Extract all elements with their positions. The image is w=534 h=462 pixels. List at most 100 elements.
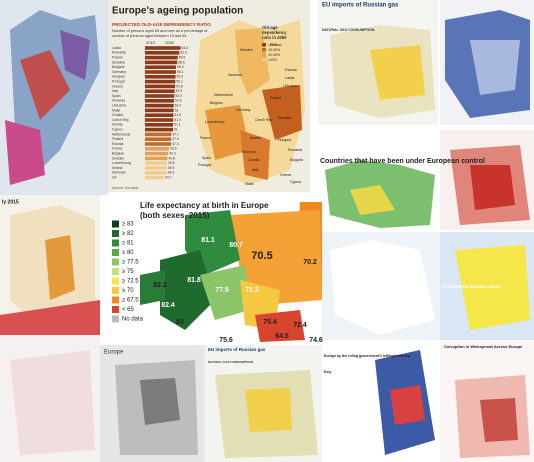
bar [145,166,167,170]
legend-label: <40% [268,58,277,62]
map-value: 75.4 [263,319,277,326]
value-label: 47.3 [172,142,179,146]
legend-title: dependency [262,30,287,35]
value-label: 39.3 [168,171,175,175]
country-label: Netherlands [112,132,131,136]
bar [145,79,176,84]
map-label: Bulgaria [290,158,303,162]
map-label: Czech Rep. [255,118,273,122]
note: number of persons aged between 15 and 64 [112,34,187,38]
title: Life expectancy at birth in Europe [140,201,269,210]
title: Europe's ageing population [112,6,243,17]
title: Corruption is Widespread Across Europe [444,344,523,349]
value-label: 58.6 [178,60,185,64]
note: Number of persons aged 65 and over as a … [112,29,208,33]
country-label: Slovakia [112,60,125,64]
country-label: Czech Rep. [112,118,130,122]
legend-swatch [112,306,119,313]
map-label: Luxembourg [205,120,225,124]
country-label: Greece [112,84,123,88]
value-label: 53.9 [176,89,183,93]
source: Source: Eurostat [112,186,138,190]
map-label: Estonia [285,68,297,72]
value-label: 47.7 [172,132,179,136]
value-label: 51 [174,127,178,131]
bar [145,55,178,60]
map-value: 74.6 [309,337,323,344]
bar [145,147,169,151]
legend-label: ≥ 83 [122,222,134,228]
map-value: 81.1 [201,237,215,244]
map-value: 70.2 [303,259,317,266]
bar [145,103,174,108]
country-label: Cyprus [112,127,123,131]
title: Potential EU leaving names [442,284,501,289]
map-value: 72.4 [293,322,307,329]
bar [145,65,176,69]
map-label: Belgium [210,101,223,105]
title: EU imports of Russian gas [208,347,266,352]
legend-label: ≥ 67.5 [122,298,139,304]
bar [145,113,174,117]
map-label: Hungary [278,138,291,142]
map-label: Netherlands [214,93,233,97]
section: NATURAL GAS CONSUMPTION [208,360,253,364]
bar [145,161,167,165]
bar [145,75,176,79]
country-label: France [112,147,123,151]
map-label: Finland [270,43,282,47]
map-value: 80.7 [229,242,243,249]
map-label: Greece [280,173,292,177]
year: 2015 [146,40,156,45]
bar [145,108,174,113]
legend-swatch [112,277,119,285]
country-label: Romania [112,51,126,55]
map-label: Malta [245,182,254,186]
legend-label: 40-45% [268,53,280,57]
legend-swatch [112,239,119,247]
map-label: Latvia [285,76,294,80]
bar [145,151,169,156]
value-label: 39.8 [168,161,175,165]
legend-swatch [112,315,119,323]
value-label: 42.3 [169,151,176,155]
country-label: Italy [112,89,119,93]
map-label: France [200,136,211,140]
map-label: Slovakia [278,116,291,120]
legend-label: ≥ 77.5 [122,260,139,266]
country-label: Germany [112,70,126,74]
country-label: UK [112,175,117,179]
value-label: 56.3 [177,65,184,69]
map-value: 75.6 [219,337,233,344]
map-value: 82.4 [161,302,175,309]
map-label: Lithuania [283,84,297,88]
legend-swatch [112,287,119,294]
year: 2060 [165,40,175,45]
bar [145,175,165,180]
map-label: Poland [270,96,281,100]
legend-label: No data [122,317,144,323]
legend-swatch [112,296,119,304]
country-label: Hungary [112,75,125,79]
value-label: 55.5 [177,75,184,79]
value-label: 56.1 [177,70,184,74]
country-label: Sweden [112,156,124,160]
value-label: 52.6 [175,99,182,103]
bar [145,118,174,122]
legend-label: ≥ 81 [122,241,134,247]
country-label: Bulgaria [112,65,125,69]
value-label: 51.6 [174,113,181,117]
value-label: 51.3 [174,118,181,122]
country-label: Croatia [112,113,123,117]
value-label: 52.2 [175,103,182,107]
map-value: 81.8 [187,277,201,284]
legend-label: >50% [268,43,277,47]
country-label: Portugal [112,79,125,83]
legend-label: ≥ 75 [122,269,134,275]
map-value: 82.2 [153,282,167,289]
value-label: 39.5 [168,166,175,170]
value-label: 59.5 [179,55,186,59]
map-value: 71.3 [245,287,259,294]
bar [145,171,167,175]
